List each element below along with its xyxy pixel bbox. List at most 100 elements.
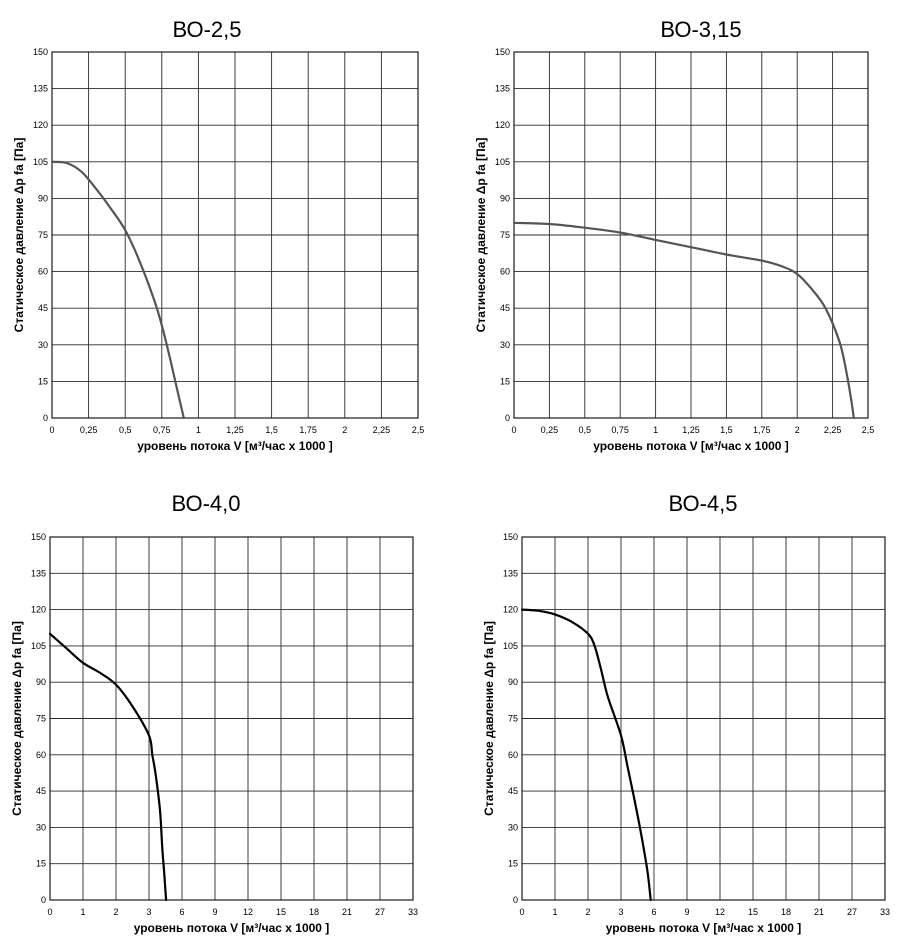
x-tick-label: 2: [585, 907, 590, 917]
performance-curve: [48, 632, 168, 902]
y-tick-label: 60: [500, 267, 510, 277]
y-tick-label: 120: [33, 120, 48, 130]
chart-svg-vo-3-15: ВО-3,15 0 15 30 45 60 75 90 105 120 135 150 0 0,25 0,5…: [474, 17, 875, 453]
x-tick-label: 18: [781, 907, 791, 917]
x-tick-label: 2: [795, 425, 800, 435]
y-tick-label: 75: [38, 230, 48, 240]
chart-panel-vo-4-0: ВО-4,0 0 15 30 45 60 75 90 105 120 135 150 0 1 2 3 6 9 12 1…: [0, 471, 450, 942]
y-tick-label: 120: [503, 605, 518, 615]
chart-title: ВО-4,0: [172, 491, 241, 516]
chart-title: ВО-2,5: [173, 17, 242, 42]
x-tick-label: 0,25: [80, 425, 98, 435]
y-tick-label: 150: [31, 532, 46, 542]
x-tick-label: 1,5: [720, 425, 733, 435]
x-tick-label: 3: [618, 907, 623, 917]
chart-svg-vo-2-5: ВО-2,5 0 15 30 45 60 75 90 105 120 135 150 0 0,25 0,5 0…: [12, 17, 424, 453]
y-tick-label: 15: [38, 376, 48, 386]
y-tick-label: 75: [36, 714, 46, 724]
x-tick-label: 1,25: [226, 425, 244, 435]
x-tick-label: 6: [179, 907, 184, 917]
y-tick-label: 135: [503, 568, 518, 578]
chart-title: ВО-4,5: [669, 491, 738, 516]
performance-curve: [50, 160, 185, 420]
y-tick-label: 90: [508, 677, 518, 687]
x-tick-label: 2,25: [824, 425, 842, 435]
x-axis-label: уровень потока V [м³/час x 1000 ]: [593, 439, 789, 453]
performance-curve: [520, 608, 652, 902]
x-tick-label: 21: [342, 907, 352, 917]
x-tick-label: 18: [309, 907, 319, 917]
y-tick-label: 105: [503, 641, 518, 651]
x-tick-label: 1,25: [682, 425, 700, 435]
x-tick-label: 12: [715, 907, 725, 917]
y-tick-label: 135: [31, 568, 46, 578]
y-tick-label: 45: [508, 786, 518, 796]
x-tick-label: 1: [196, 425, 201, 435]
y-tick-label: 105: [33, 157, 48, 167]
x-tick-label: 9: [212, 907, 217, 917]
y-tick-label: 135: [495, 84, 510, 94]
x-tick-label: 0,5: [119, 425, 132, 435]
y-tick-label: 60: [36, 750, 46, 760]
y-tick-label: 0: [513, 895, 518, 905]
y-tick-label: 75: [508, 714, 518, 724]
y-tick-label: 120: [31, 605, 46, 615]
x-tick-label: 2: [342, 425, 347, 435]
x-tick-label: 15: [276, 907, 286, 917]
performance-curve: [512, 221, 855, 420]
x-axis-label: уровень потока V [м³/час x 1000 ]: [134, 921, 330, 935]
x-tick-label: 15: [748, 907, 758, 917]
y-tick-label: 0: [43, 413, 48, 423]
x-tick-label: 27: [375, 907, 385, 917]
chart-panel-vo-2-5: ВО-2,5 0 15 30 45 60 75 90 105 120 135 150 0 0,25 0,5 0…: [0, 0, 450, 471]
x-tick-label: 2,5: [862, 425, 875, 435]
y-tick-label: 15: [508, 859, 518, 869]
y-tick-label: 150: [495, 47, 510, 57]
x-tick-label: 0,25: [541, 425, 559, 435]
y-tick-label: 150: [33, 47, 48, 57]
x-tick-label: 3: [146, 907, 151, 917]
x-tick-label: 2,25: [373, 425, 391, 435]
y-tick-label: 0: [41, 895, 46, 905]
plot-frame: [49, 536, 414, 901]
y-tick-label: 30: [36, 822, 46, 832]
x-tick-label: 1: [653, 425, 658, 435]
y-tick-label: 90: [36, 677, 46, 687]
y-axis-label: Статическое давление Δp fa [Па]: [474, 138, 488, 333]
y-tick-label: 60: [508, 750, 518, 760]
y-tick-label: 135: [33, 84, 48, 94]
y-tick-label: 75: [500, 230, 510, 240]
x-tick-label: 6: [651, 907, 656, 917]
y-tick-label: 45: [38, 303, 48, 313]
y-tick-label: 30: [500, 340, 510, 350]
chart-title: ВО-3,15: [660, 17, 741, 42]
y-axis-label: Статическое давление Δp fa [Па]: [482, 621, 496, 816]
y-tick-label: 30: [508, 822, 518, 832]
x-tick-label: 1,75: [299, 425, 317, 435]
y-axis-label: Статическое давление Δp fa [Па]: [12, 138, 26, 333]
y-tick-label: 150: [503, 532, 518, 542]
x-tick-label: 0,75: [153, 425, 171, 435]
x-axis-label: уровень потока V [м³/час x 1000 ]: [606, 921, 802, 935]
plot-frame: [521, 536, 886, 901]
x-tick-label: 1,5: [265, 425, 278, 435]
y-tick-label: 15: [36, 859, 46, 869]
y-tick-label: 90: [38, 193, 48, 203]
plot-frame: [513, 51, 869, 419]
x-tick-label: 33: [408, 907, 418, 917]
x-tick-label: 0: [47, 907, 52, 917]
x-tick-label: 0,75: [611, 425, 629, 435]
x-tick-label: 0: [519, 907, 524, 917]
y-tick-label: 105: [495, 157, 510, 167]
y-tick-label: 90: [500, 193, 510, 203]
y-tick-label: 0: [505, 413, 510, 423]
y-tick-label: 120: [495, 120, 510, 130]
y-tick-label: 105: [31, 641, 46, 651]
x-tick-label: 27: [847, 907, 857, 917]
y-axis-label: Статическое давление Δp fa [Па]: [10, 621, 24, 816]
x-tick-label: 2: [113, 907, 118, 917]
y-tick-label: 45: [500, 303, 510, 313]
